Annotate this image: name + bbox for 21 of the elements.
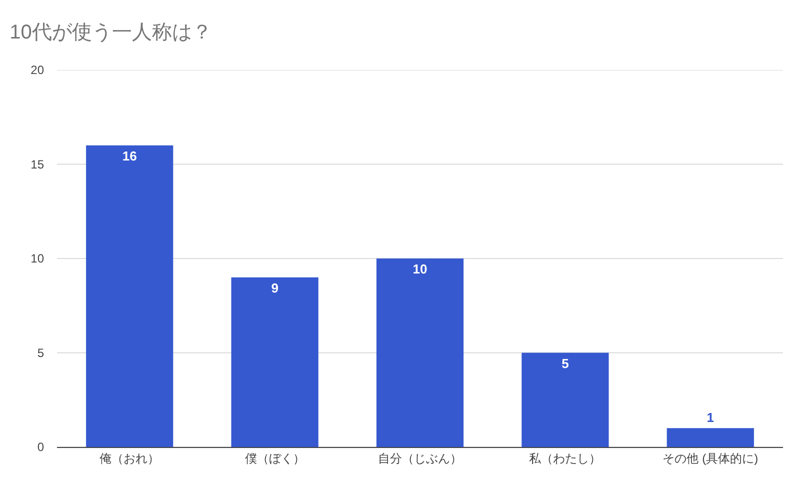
y-tick-label: 20 [30,63,44,78]
x-tick-label: 私（わたし） [529,452,602,466]
bar [231,277,318,447]
bar [376,258,464,447]
x-tick-label: 俺（おれ） [100,452,160,466]
y-tick-label: 0 [37,440,44,454]
data-label: 16 [122,148,137,164]
x-tick-label: その他 (具体的に) [662,452,758,466]
x-tick-label: 自分（じぶん） [378,452,462,466]
x-tick-label: 僕（ぼく） [244,452,305,466]
bar [522,352,609,447]
data-label: 5 [562,356,569,371]
chart-title: 10代が使う一人称は？ [10,22,212,44]
data-label: 9 [271,280,278,296]
y-tick-label: 5 [37,346,44,360]
y-tick-label: 15 [30,157,44,172]
data-label: 1 [706,410,714,426]
bar [666,428,754,447]
y-tick-label: 10 [30,252,44,266]
bar [86,145,174,447]
data-label: 10 [412,262,428,276]
